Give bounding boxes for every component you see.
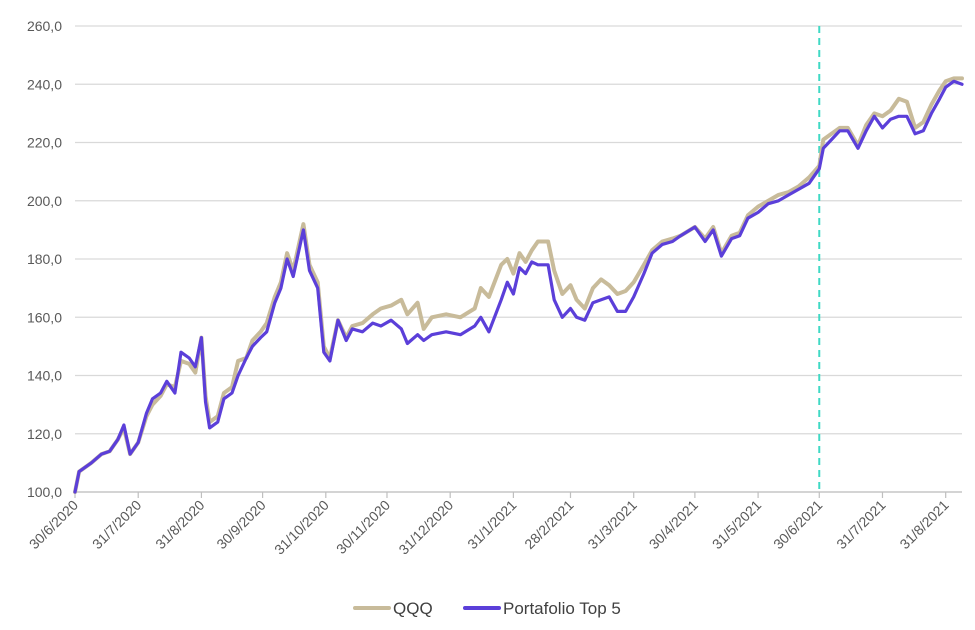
y-tick-label: 180,0 (27, 251, 62, 267)
y-tick-label: 140,0 (27, 368, 62, 384)
y-axis-tick-labels: 100,0 120,0 140,0 160,0 180,0 200,0 220,0 240,0… (27, 18, 62, 500)
x-tick-label: 30/11/2020 (333, 497, 393, 557)
x-axis-tick-labels: 30/6/2020 31/7/2020 31/8/2020 30/9/2020 31/1… (26, 492, 952, 558)
y-tick-label: 160,0 (27, 309, 62, 325)
x-tick-label: 31/12/2020 (395, 497, 456, 558)
y-tick-label: 120,0 (27, 426, 62, 442)
x-tick-label: 30/6/2020 (26, 497, 82, 553)
x-tick-label: 31/10/2020 (271, 497, 332, 558)
y-tick-label: 240,0 (27, 76, 62, 92)
x-tick-label: 31/8/2021 (896, 497, 952, 553)
x-tick-label: 31/7/2021 (833, 497, 889, 553)
y-tick-label: 220,0 (27, 135, 62, 151)
x-tick-label: 30/6/2021 (770, 497, 826, 553)
x-tick-label: 28/2/2021 (521, 497, 577, 553)
y-tick-label: 200,0 (27, 193, 62, 209)
legend-label: QQQ (393, 599, 433, 618)
x-tick-label: 31/3/2021 (584, 497, 640, 553)
series-line-portafolio-top-5 (73, 79, 964, 494)
x-tick-label: 31/1/2021 (464, 497, 520, 553)
x-tick-label: 31/8/2020 (152, 497, 208, 553)
y-tick-label: 100,0 (27, 484, 62, 500)
legend: QQQ Portafolio Top 5 (353, 599, 621, 618)
x-tick-label: 31/5/2021 (709, 497, 765, 553)
x-tick-label: 31/7/2020 (89, 497, 145, 553)
legend-label: Portafolio Top 5 (503, 599, 621, 618)
x-tick-label: 30/4/2021 (646, 497, 702, 553)
y-tick-label: 260,0 (27, 18, 62, 34)
series-lines (73, 76, 964, 494)
x-tick-label: 30/9/2020 (213, 497, 269, 553)
